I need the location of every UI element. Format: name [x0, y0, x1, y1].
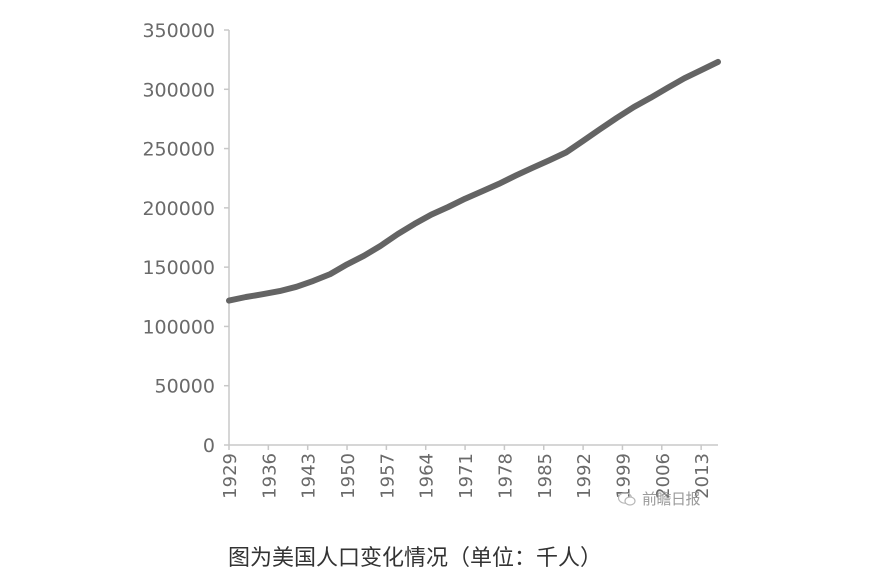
y-tick-label: 100000 — [142, 316, 215, 338]
watermark: 前瞻日报 — [617, 488, 701, 509]
x-tick-label: 1992 — [574, 453, 595, 499]
x-tick-label: 2013 — [692, 453, 713, 499]
x-tick-label: 1971 — [456, 453, 477, 499]
x-tick-label: 1978 — [495, 453, 516, 499]
y-tick-label: 0 — [203, 435, 215, 457]
figure-caption: 图为美国人口变化情况（单位：千人） — [227, 546, 602, 571]
watermark-text: 前瞻日报 — [642, 490, 701, 508]
x-tick-label: 1964 — [417, 453, 438, 499]
series-group — [226, 58, 721, 304]
x-tick-label: 1929 — [220, 453, 241, 499]
x-tick-label: 1936 — [259, 453, 280, 499]
x-tick-group: 1929 1936 1943 1950 1957 1964 1971 1978 1985 1992… — [220, 445, 713, 499]
x-tick-label: 1985 — [535, 453, 556, 499]
x-tick-label: 1950 — [338, 453, 359, 499]
y-tick-label: 350000 — [142, 20, 215, 42]
y-tick-label: 250000 — [142, 139, 215, 161]
population-series-line — [226, 58, 721, 304]
y-tick-label: 200000 — [142, 198, 215, 220]
x-tick-label: 1943 — [299, 453, 320, 499]
x-tick-label: 1999 — [613, 453, 634, 499]
y-tick-label: 300000 — [142, 79, 215, 101]
wechat-icon — [617, 492, 636, 506]
x-tick-label: 2006 — [653, 453, 674, 499]
y-tick-label: 150000 — [142, 257, 215, 279]
y-tick-label: 50000 — [155, 376, 215, 398]
x-tick-label: 1957 — [377, 453, 398, 499]
y-tick-group: 0 50000 100000 150000 200000 250000 300000 3500… — [142, 20, 229, 457]
